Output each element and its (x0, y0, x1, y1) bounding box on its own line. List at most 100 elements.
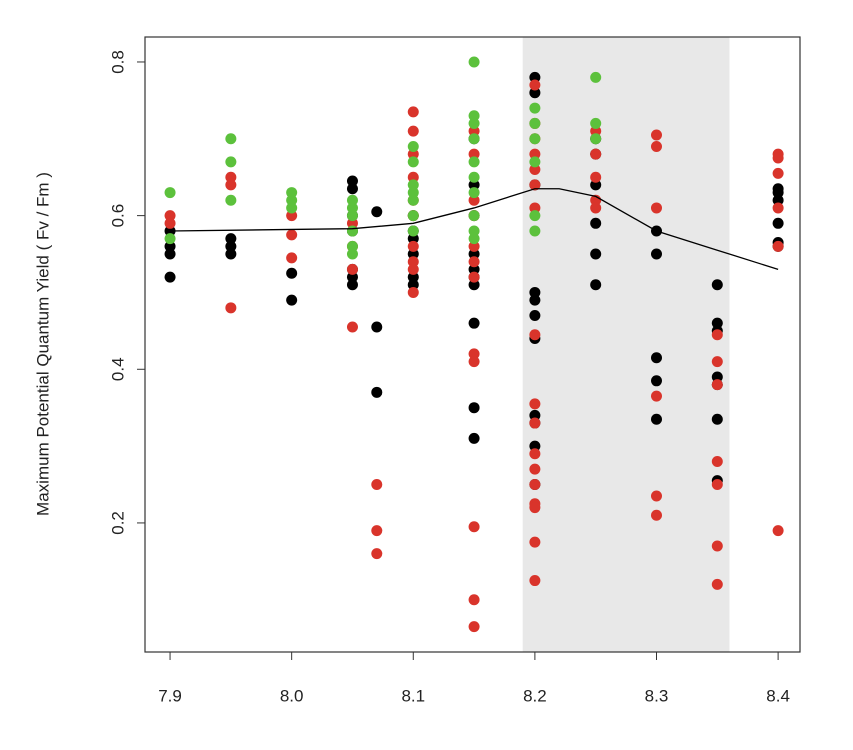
point (650, 375, 662, 387)
point (772, 525, 784, 537)
point (529, 164, 541, 176)
y-tick-label: 0.2 (108, 511, 127, 535)
point (468, 148, 480, 160)
point (529, 409, 541, 421)
point (650, 202, 662, 214)
point (286, 267, 298, 279)
point (346, 217, 358, 229)
point (711, 455, 723, 467)
point (164, 187, 176, 199)
point (468, 240, 480, 252)
point (407, 240, 419, 252)
point (468, 621, 480, 633)
point (468, 356, 480, 368)
point (407, 125, 419, 137)
point (164, 233, 176, 245)
point (346, 175, 358, 187)
point (590, 279, 602, 291)
x-tick-label: 8.1 (401, 686, 425, 705)
point (529, 536, 541, 548)
trend-line (170, 188, 779, 271)
point (590, 148, 602, 160)
point (711, 329, 723, 341)
point (164, 240, 176, 252)
point (650, 390, 662, 402)
point (164, 271, 176, 283)
point (225, 171, 237, 183)
point (529, 102, 541, 114)
point (286, 202, 298, 214)
point (468, 271, 480, 283)
point (711, 356, 723, 368)
point (407, 140, 419, 152)
point (711, 279, 723, 291)
point (468, 156, 480, 168)
point (407, 106, 419, 118)
point (468, 521, 480, 533)
y-tick-label: 0.4 (108, 357, 127, 381)
point (468, 279, 480, 291)
point (164, 210, 176, 222)
shaded-region (522, 37, 730, 652)
point (407, 279, 419, 291)
point (529, 156, 541, 168)
point (590, 133, 602, 145)
y-tick-label: 0.6 (108, 204, 127, 228)
point (407, 171, 419, 183)
point (772, 217, 784, 229)
point (529, 448, 541, 460)
point (529, 202, 541, 214)
point (711, 413, 723, 425)
point (407, 179, 419, 191)
point (468, 194, 480, 206)
point (529, 309, 541, 321)
point (590, 117, 602, 129)
point (650, 248, 662, 260)
point (371, 321, 383, 333)
point (590, 125, 602, 137)
point (772, 240, 784, 252)
point (529, 329, 541, 341)
x-tick-label: 8.2 (523, 686, 547, 705)
point (346, 202, 358, 214)
point (407, 187, 419, 199)
point (650, 490, 662, 502)
point (468, 402, 480, 414)
point (346, 183, 358, 195)
point (225, 194, 237, 206)
point (529, 179, 541, 191)
point (468, 256, 480, 268)
point (346, 263, 358, 275)
point (346, 194, 358, 206)
point (529, 71, 541, 83)
point (529, 463, 541, 475)
point (529, 286, 541, 298)
x-tick-label: 7.9 (158, 686, 182, 705)
point (468, 110, 480, 122)
point (346, 271, 358, 283)
point (468, 263, 480, 275)
point (529, 133, 541, 145)
point (711, 479, 723, 491)
point (650, 509, 662, 521)
point (407, 210, 419, 222)
point (407, 233, 419, 245)
point (225, 248, 237, 260)
x-tick-label: 8.4 (766, 686, 790, 705)
point (407, 271, 419, 283)
point (371, 386, 383, 398)
point (468, 187, 480, 199)
point (225, 302, 237, 314)
point (225, 133, 237, 145)
x-tick-label: 8.0 (280, 686, 304, 705)
point (468, 432, 480, 444)
point (529, 398, 541, 410)
point (371, 206, 383, 218)
point (529, 210, 541, 222)
point (407, 263, 419, 275)
point (711, 317, 723, 329)
point (286, 229, 298, 241)
point (529, 87, 541, 99)
point (529, 79, 541, 91)
